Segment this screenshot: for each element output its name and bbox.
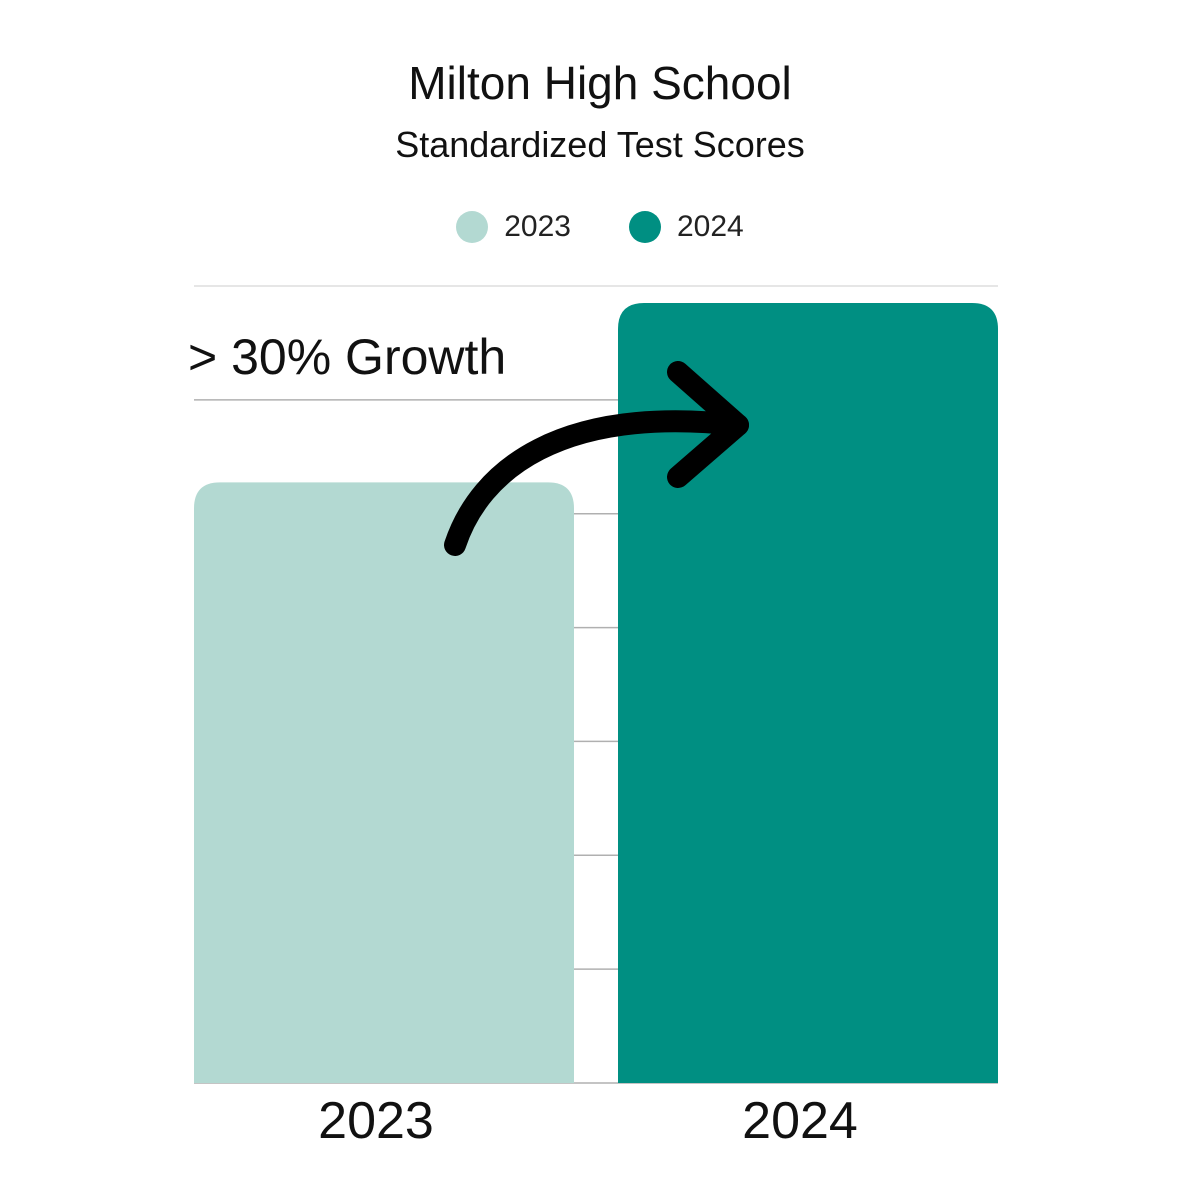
x-tick-label-2023: 2023: [318, 1092, 434, 1150]
legend-item-2023: 2023: [456, 210, 571, 244]
growth-annotation: > 30% Growth: [188, 329, 506, 385]
growth-arrow-icon: [444, 410, 749, 556]
x-tick-label-2024: 2024: [742, 1092, 858, 1150]
legend-swatch-2023: [456, 211, 489, 243]
arrow-head-icon: [667, 361, 749, 488]
legend-label-2024: 2024: [677, 210, 744, 243]
legend-swatch-2024: [629, 211, 661, 243]
legend-label-2023: 2023: [504, 210, 571, 243]
bar-2024: [618, 303, 998, 1083]
legend-item-2024: 2024: [629, 210, 744, 244]
chart-title: Milton High School: [408, 57, 792, 109]
chart-legend: 2023 2024: [0, 210, 1200, 244]
chart-subtitle: Standardized Test Scores: [395, 124, 805, 165]
bar-2023: [194, 482, 574, 1083]
